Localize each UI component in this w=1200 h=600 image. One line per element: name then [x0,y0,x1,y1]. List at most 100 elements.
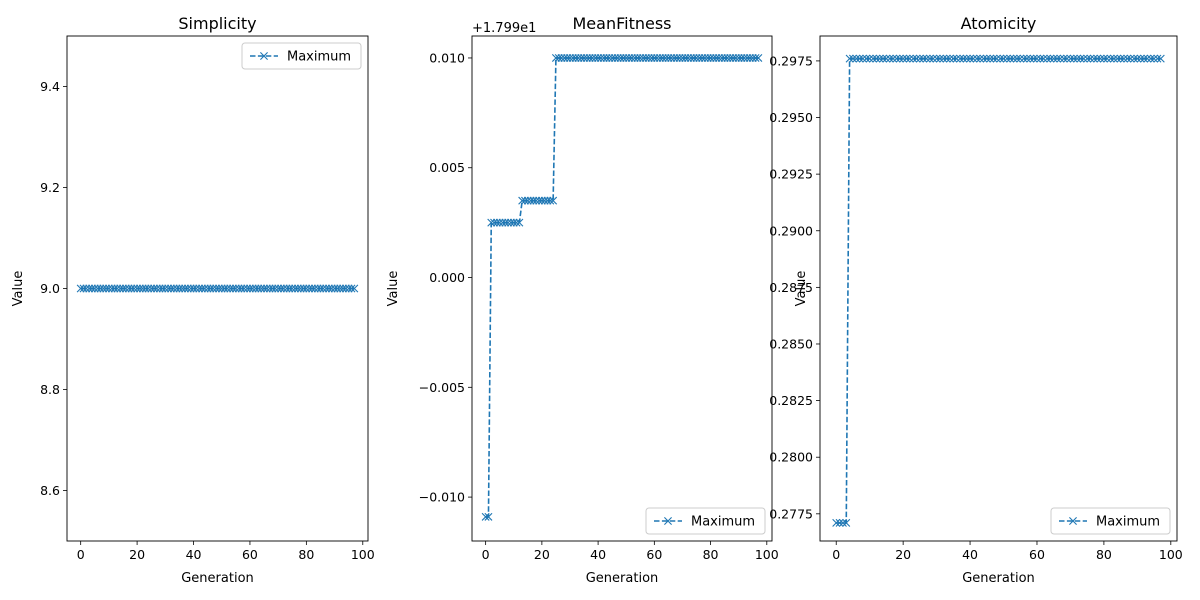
data-point [212,284,221,293]
data-point [605,53,614,62]
data-point [79,284,88,293]
x-tick-label: 20 [534,547,550,562]
data-point [1059,54,1068,63]
x-tick-label: 40 [590,547,606,562]
y-tick-label: 0.2975 [769,53,813,68]
data-point [672,53,681,62]
data-point [895,54,904,63]
data-point [675,53,684,62]
data-point [905,54,914,63]
data-point [271,284,280,293]
data-point [729,53,738,62]
data-point [740,53,749,62]
data-point [133,284,142,293]
data-point [644,53,653,62]
data-point [1079,54,1088,63]
data-point [265,284,274,293]
legend: Maximum [1050,507,1171,535]
data-point [979,54,988,63]
data-point [484,512,493,521]
data-point [1126,54,1135,63]
data-point [692,53,701,62]
data-point [274,284,283,293]
y-tick-label: 0.005 [429,160,465,175]
data-point [585,53,594,62]
legend-label: Maximum [691,515,755,530]
y-axis-label: Value [794,271,809,307]
data-point [1049,54,1058,63]
data-point [121,284,130,293]
data-point [1006,54,1015,63]
data-point [501,218,510,227]
data-point [220,284,229,293]
y-tick-label: 0.2875 [769,280,813,295]
y-tick-label: 8.8 [40,382,60,397]
data-point [689,53,698,62]
data-point [734,53,743,62]
data-point [630,53,639,62]
data-point [945,54,954,63]
data-point [197,284,206,293]
data-point [310,284,319,293]
legend-label: Maximum [1096,515,1160,530]
data-point [85,284,94,293]
data-point [852,54,861,63]
data-point [588,53,597,62]
x-tick-label: 60 [242,547,258,562]
y-tick-label: 0.2950 [769,110,813,125]
data-point [166,284,175,293]
data-point [684,53,693,62]
x-tick-label: 20 [129,547,145,562]
data-point [976,54,985,63]
data-point [540,196,549,205]
data-point [200,284,209,293]
data-point [254,284,263,293]
data-point [602,53,611,62]
data-point [260,284,269,293]
data-point [251,284,260,293]
data-point [862,54,871,63]
data-point [929,54,938,63]
data-point [327,284,336,293]
data-point [909,54,918,63]
data-point [102,284,111,293]
data-point [1026,54,1035,63]
data-point [1046,54,1055,63]
data-point [237,284,246,293]
data-point [498,218,507,227]
data-point [627,53,636,62]
data-point [855,54,864,63]
data-point [1113,54,1122,63]
data-point [838,518,847,527]
data-point [712,53,721,62]
axes-frame [819,35,1178,542]
legend-box [1050,507,1171,535]
data-point [1133,54,1142,63]
x-tick-label: 0 [482,547,490,562]
data-point [257,284,266,293]
data-point [560,53,569,62]
data-point [986,54,995,63]
data-point [1063,54,1072,63]
data-point [919,54,928,63]
data-point [1156,54,1165,63]
data-point [865,54,874,63]
data-point [848,54,857,63]
data-point [1136,54,1145,63]
data-point [577,53,586,62]
data-point [96,284,105,293]
data-point [875,54,884,63]
data-point [350,284,359,293]
data-point [299,284,308,293]
data-point [515,218,524,227]
data-point [845,54,854,63]
data-point [1096,54,1105,63]
data-point [942,54,951,63]
data-point [966,54,975,63]
data-point [594,53,603,62]
data-point [319,284,328,293]
data-point [240,284,249,293]
data-point [82,284,91,293]
y-tick-label: 0.010 [429,50,465,65]
data-point [1099,54,1108,63]
